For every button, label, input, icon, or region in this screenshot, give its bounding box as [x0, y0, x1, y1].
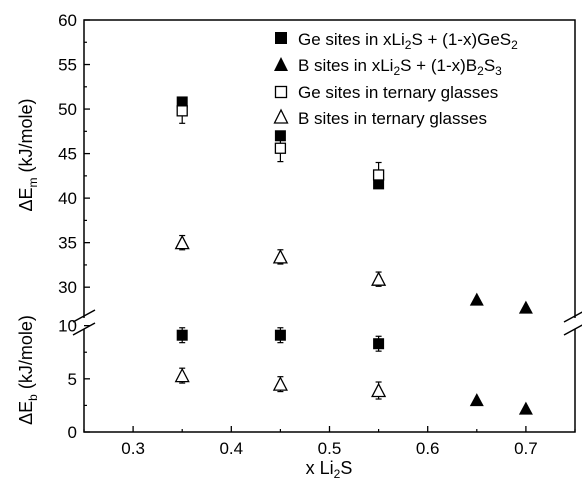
legend-marker-ge-binary	[275, 32, 287, 44]
point-ge-ternary	[176, 105, 188, 117]
x-tick-label: 0.3	[121, 439, 145, 458]
legend-marker-b-binary	[274, 57, 288, 71]
x-axis-label: x Li2S	[306, 458, 353, 481]
x-tick-label: 0.5	[318, 439, 342, 458]
point-b-binary	[469, 292, 484, 306]
point-ge-ternary	[372, 169, 385, 181]
svg-text:ΔEm (kJ/mole): ΔEm (kJ/mole)	[16, 98, 40, 211]
svg-text:ΔEb (kJ/mole): ΔEb (kJ/mole)	[16, 315, 40, 425]
axis-break	[72, 309, 582, 336]
y-tick-label-top: 55	[58, 56, 77, 75]
y-tick-label-top: 60	[58, 11, 77, 30]
y-tick-label-bottom: 0	[68, 423, 77, 442]
legend: Ge sites in xLi2S + (1-x)GeS2 B sites in…	[273, 30, 518, 128]
point-ge-binary	[176, 329, 188, 341]
point-b-binary	[518, 300, 533, 314]
y-tick-label-bottom: 5	[68, 370, 77, 389]
legend-label-b-ternary: B sites in ternary glasses	[298, 109, 487, 128]
axis-ticks	[83, 19, 576, 433]
y-tick-label-top: 35	[58, 234, 77, 253]
point-b-ternary	[174, 234, 190, 250]
point-b-ternary	[174, 367, 190, 383]
point-b-binary	[518, 401, 533, 415]
y-tick-label-top: 40	[58, 189, 77, 208]
legend-marker-ge-ternary	[274, 85, 288, 99]
legend-label-ge-binary: Ge sites in xLi2S + (1-x)GeS2	[298, 30, 518, 52]
y-axis-label-top: ΔEm (kJ/mole)	[16, 98, 40, 211]
y-axis-label-bottom: ΔEb (kJ/mole)	[16, 315, 40, 425]
point-b-binary	[469, 393, 484, 407]
data-marks	[174, 96, 533, 415]
point-ge-binary	[373, 338, 385, 350]
plot-frame	[83, 19, 576, 433]
x-tick-label: 0.4	[219, 439, 243, 458]
y-tick-label-bottom: 10	[58, 317, 77, 336]
y-tick-label-top: 50	[58, 100, 77, 119]
point-b-ternary	[371, 271, 387, 286]
y-tick-label-top: 45	[58, 145, 77, 164]
legend-label-ge-ternary: Ge sites in ternary glasses	[298, 83, 498, 102]
legend-label-b-binary: B sites in xLi2S + (1-x)B2S3	[298, 56, 502, 78]
point-ge-ternary	[274, 142, 287, 154]
legend-marker-b-ternary	[273, 108, 289, 124]
point-b-ternary	[371, 382, 387, 398]
y-tick-label-top: 30	[58, 278, 77, 297]
point-b-ternary	[272, 376, 288, 391]
x-tick-label: 0.7	[514, 439, 538, 458]
point-ge-binary	[274, 329, 286, 341]
tick-labels: 0.3 0.4 0.5 0.6 0.7 30 35 40 45 50 55 60 0 5 10	[58, 11, 538, 458]
point-b-ternary	[272, 248, 288, 264]
x-tick-label: 0.6	[416, 439, 440, 458]
